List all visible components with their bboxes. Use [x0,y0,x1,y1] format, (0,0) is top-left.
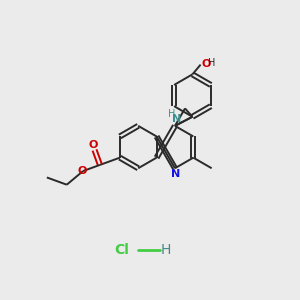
Text: O: O [202,59,211,69]
Text: N: N [172,114,181,124]
Text: N: N [171,169,180,178]
Text: O: O [78,166,87,176]
Text: H: H [208,58,215,68]
Text: H: H [161,243,171,257]
Text: H: H [168,109,176,119]
Text: O: O [88,140,98,150]
Text: Cl: Cl [115,243,130,257]
